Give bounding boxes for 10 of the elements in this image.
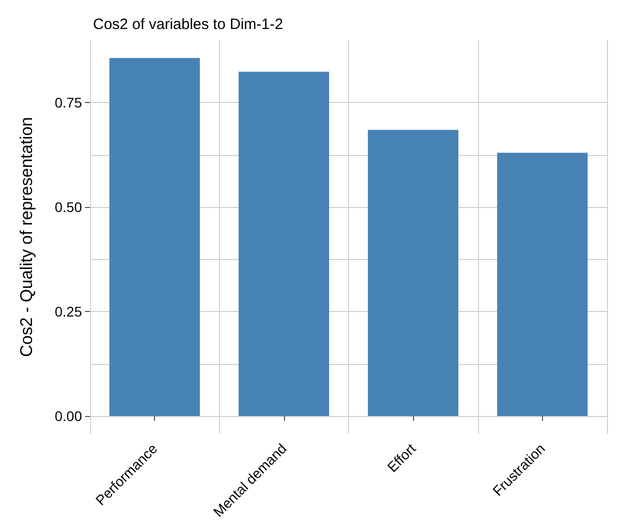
bar [238, 72, 330, 416]
y-axis-title: Cos2 - Quality of representation [17, 116, 36, 358]
bar [368, 130, 458, 416]
bar [109, 58, 200, 416]
y-tick-label: 0.00 [54, 408, 82, 424]
y-tick-label: 0.25 [54, 304, 82, 320]
bar [497, 152, 588, 416]
chart-title: Cos2 of variables to Dim-1-2 [93, 16, 284, 33]
y-tick-label: 0.50 [54, 199, 82, 216]
y-tick-label: 0.75 [54, 94, 82, 111]
